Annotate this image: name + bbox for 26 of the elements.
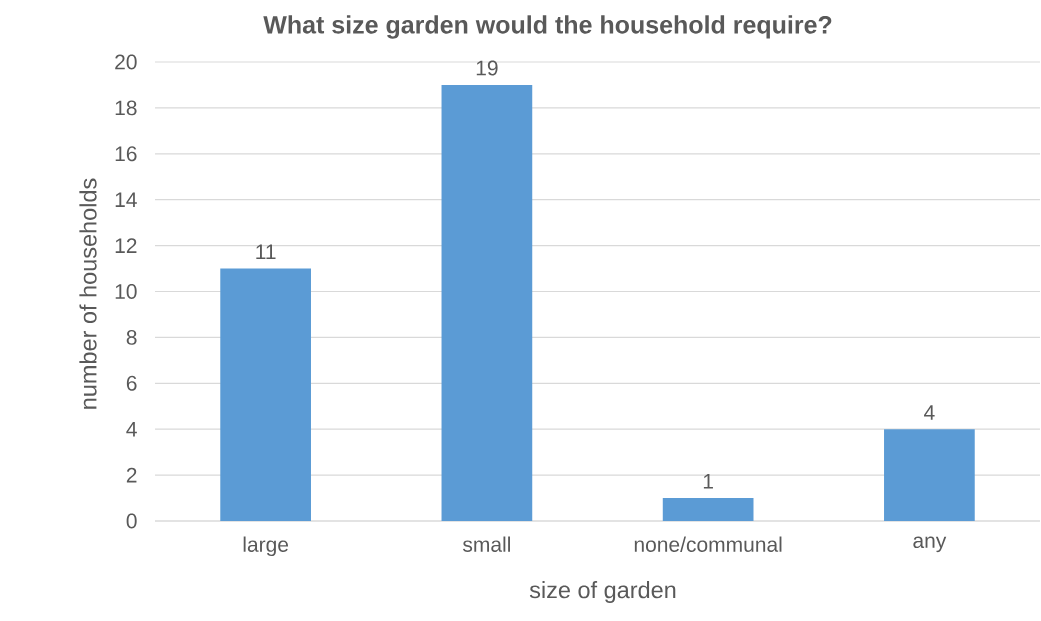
y-tick-label: 12 [115,238,137,253]
data-label: 1 [703,474,713,489]
data-label: 11 [256,244,276,260]
y-tick-label: 20 [115,54,137,70]
y-tick-label: 18 [115,100,137,116]
y-tick-label: 10 [115,284,137,299]
y-tick-label: 2 [126,467,137,483]
bar [662,498,754,521]
y-tick-label: 6 [126,375,137,391]
data-label: 19 [476,60,498,76]
x-tick-label: large [243,536,289,557]
chart-title: What size garden would the household require? [263,15,832,39]
bar [441,84,533,521]
bar [884,429,975,521]
x-axis-title: size of garden [529,581,676,603]
x-tick-label: none/communal [634,536,782,552]
y-axis-title: number of households [79,178,97,409]
y-tick-label: 16 [115,146,137,162]
bar [220,268,311,521]
y-tick-label: 4 [126,421,137,437]
y-tick-label: 14 [115,192,137,207]
y-tick-label: 8 [126,329,137,345]
data-label: 4 [924,405,935,420]
y-tick-label: 0 [126,513,137,529]
x-tick-label: small [462,536,510,552]
x-tick-label: any [913,536,947,553]
